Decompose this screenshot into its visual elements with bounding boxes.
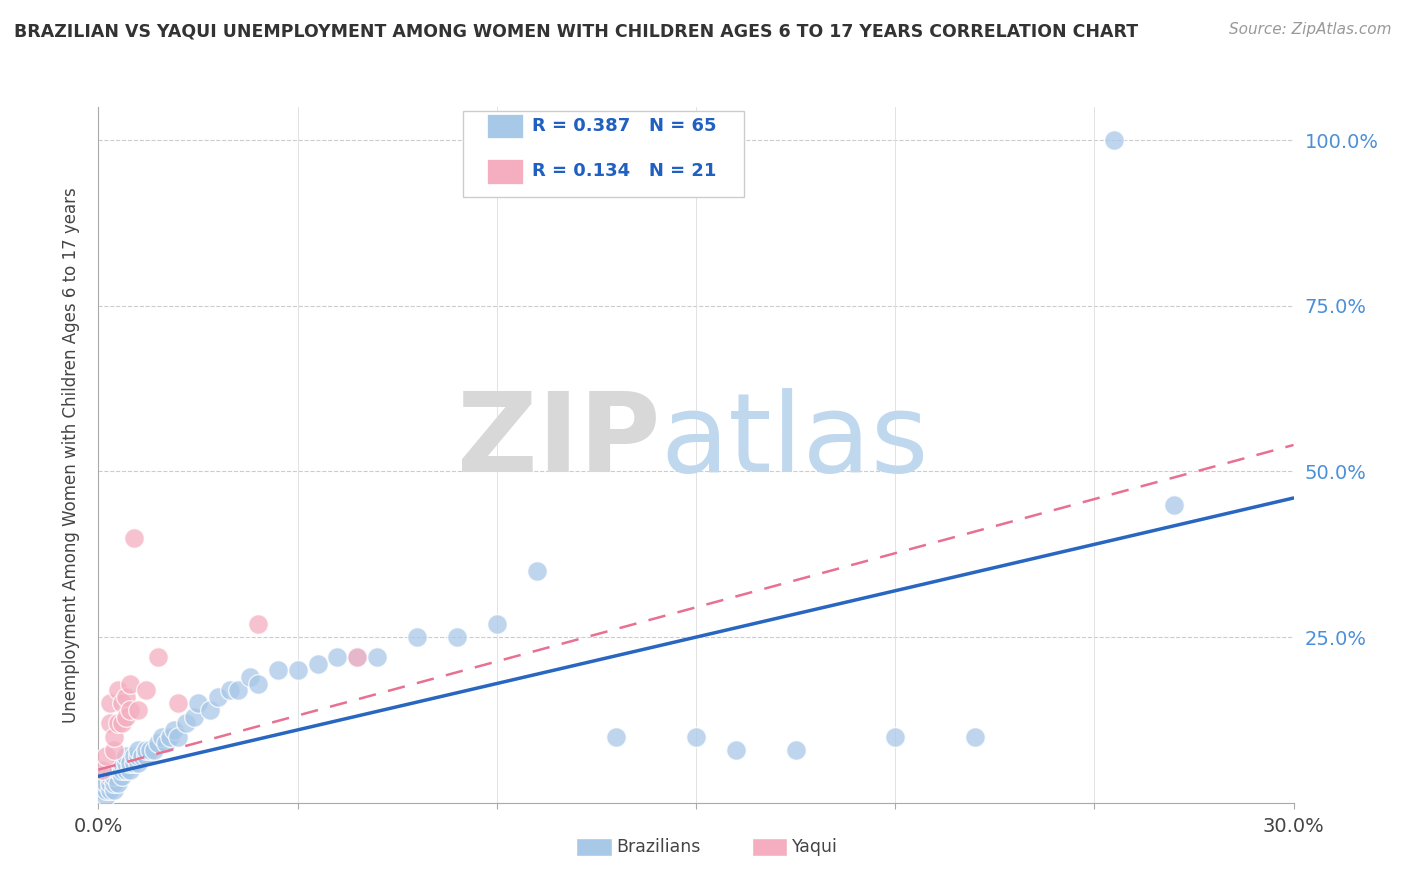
Point bbox=[103, 776, 125, 790]
Point bbox=[485, 616, 508, 631]
Point bbox=[115, 763, 138, 777]
Point bbox=[159, 730, 181, 744]
Point bbox=[135, 743, 157, 757]
Point bbox=[287, 663, 309, 677]
FancyBboxPatch shape bbox=[486, 159, 523, 184]
FancyBboxPatch shape bbox=[486, 114, 523, 138]
Point bbox=[366, 650, 388, 665]
Text: atlas: atlas bbox=[661, 387, 928, 494]
Point bbox=[91, 763, 114, 777]
Point bbox=[103, 743, 125, 757]
Point bbox=[135, 749, 157, 764]
Point bbox=[167, 697, 190, 711]
Point bbox=[111, 769, 134, 783]
Point bbox=[100, 716, 122, 731]
Point bbox=[963, 730, 986, 744]
Point bbox=[127, 749, 149, 764]
Point bbox=[127, 703, 149, 717]
Point bbox=[111, 716, 134, 731]
Point bbox=[100, 776, 122, 790]
Point bbox=[685, 730, 707, 744]
Point bbox=[174, 716, 197, 731]
Point bbox=[107, 716, 129, 731]
Point bbox=[124, 531, 146, 545]
Point bbox=[187, 697, 209, 711]
Text: ZIP: ZIP bbox=[457, 387, 661, 494]
Point bbox=[91, 776, 114, 790]
Point bbox=[1102, 133, 1125, 147]
Point bbox=[96, 749, 118, 764]
Point bbox=[198, 703, 221, 717]
FancyBboxPatch shape bbox=[463, 111, 744, 197]
Point bbox=[406, 630, 429, 644]
Point bbox=[446, 630, 468, 644]
Point bbox=[226, 683, 249, 698]
Point bbox=[120, 703, 142, 717]
Point bbox=[107, 763, 129, 777]
Text: Source: ZipAtlas.com: Source: ZipAtlas.com bbox=[1229, 22, 1392, 37]
Text: BRAZILIAN VS YAQUI UNEMPLOYMENT AMONG WOMEN WITH CHILDREN AGES 6 TO 17 YEARS COR: BRAZILIAN VS YAQUI UNEMPLOYMENT AMONG WO… bbox=[14, 22, 1139, 40]
Point bbox=[127, 756, 149, 770]
Point bbox=[148, 736, 170, 750]
Point bbox=[884, 730, 907, 744]
Point bbox=[91, 782, 114, 797]
Point bbox=[120, 763, 142, 777]
Point bbox=[785, 743, 807, 757]
Text: R = 0.134   N = 21: R = 0.134 N = 21 bbox=[533, 162, 717, 180]
Point bbox=[246, 676, 269, 690]
Point bbox=[131, 749, 153, 764]
Point bbox=[155, 736, 177, 750]
Text: Brazilians: Brazilians bbox=[616, 838, 700, 856]
Point bbox=[115, 749, 138, 764]
Point bbox=[103, 782, 125, 797]
Point bbox=[103, 769, 125, 783]
Point bbox=[163, 723, 186, 737]
Point bbox=[267, 663, 290, 677]
Text: Yaqui: Yaqui bbox=[792, 838, 838, 856]
Point bbox=[91, 769, 114, 783]
Point bbox=[526, 564, 548, 578]
Point bbox=[100, 769, 122, 783]
Point bbox=[100, 697, 122, 711]
Point bbox=[346, 650, 368, 665]
Point bbox=[139, 743, 162, 757]
Y-axis label: Unemployment Among Women with Children Ages 6 to 17 years: Unemployment Among Women with Children A… bbox=[62, 187, 80, 723]
Point bbox=[127, 743, 149, 757]
Point bbox=[115, 709, 138, 723]
Point bbox=[239, 670, 262, 684]
Point bbox=[183, 709, 205, 723]
Point bbox=[103, 730, 125, 744]
Point bbox=[100, 782, 122, 797]
Point bbox=[107, 683, 129, 698]
Text: R = 0.387   N = 65: R = 0.387 N = 65 bbox=[533, 117, 717, 136]
Point bbox=[346, 650, 368, 665]
Point bbox=[107, 776, 129, 790]
Point bbox=[307, 657, 329, 671]
Point bbox=[326, 650, 349, 665]
Point bbox=[724, 743, 747, 757]
Point bbox=[111, 697, 134, 711]
Point bbox=[1163, 498, 1185, 512]
Point bbox=[120, 756, 142, 770]
Point bbox=[111, 756, 134, 770]
Point bbox=[96, 789, 118, 804]
Point bbox=[124, 756, 146, 770]
Point bbox=[96, 782, 118, 797]
Point bbox=[96, 776, 118, 790]
Point bbox=[143, 743, 166, 757]
Point bbox=[115, 690, 138, 704]
Point bbox=[111, 763, 134, 777]
Point bbox=[246, 616, 269, 631]
Point bbox=[148, 650, 170, 665]
Point bbox=[120, 676, 142, 690]
Point bbox=[219, 683, 242, 698]
Point bbox=[115, 756, 138, 770]
Point bbox=[150, 730, 173, 744]
Point bbox=[605, 730, 627, 744]
Point bbox=[124, 749, 146, 764]
Point bbox=[207, 690, 229, 704]
Point bbox=[135, 683, 157, 698]
Point bbox=[167, 730, 190, 744]
